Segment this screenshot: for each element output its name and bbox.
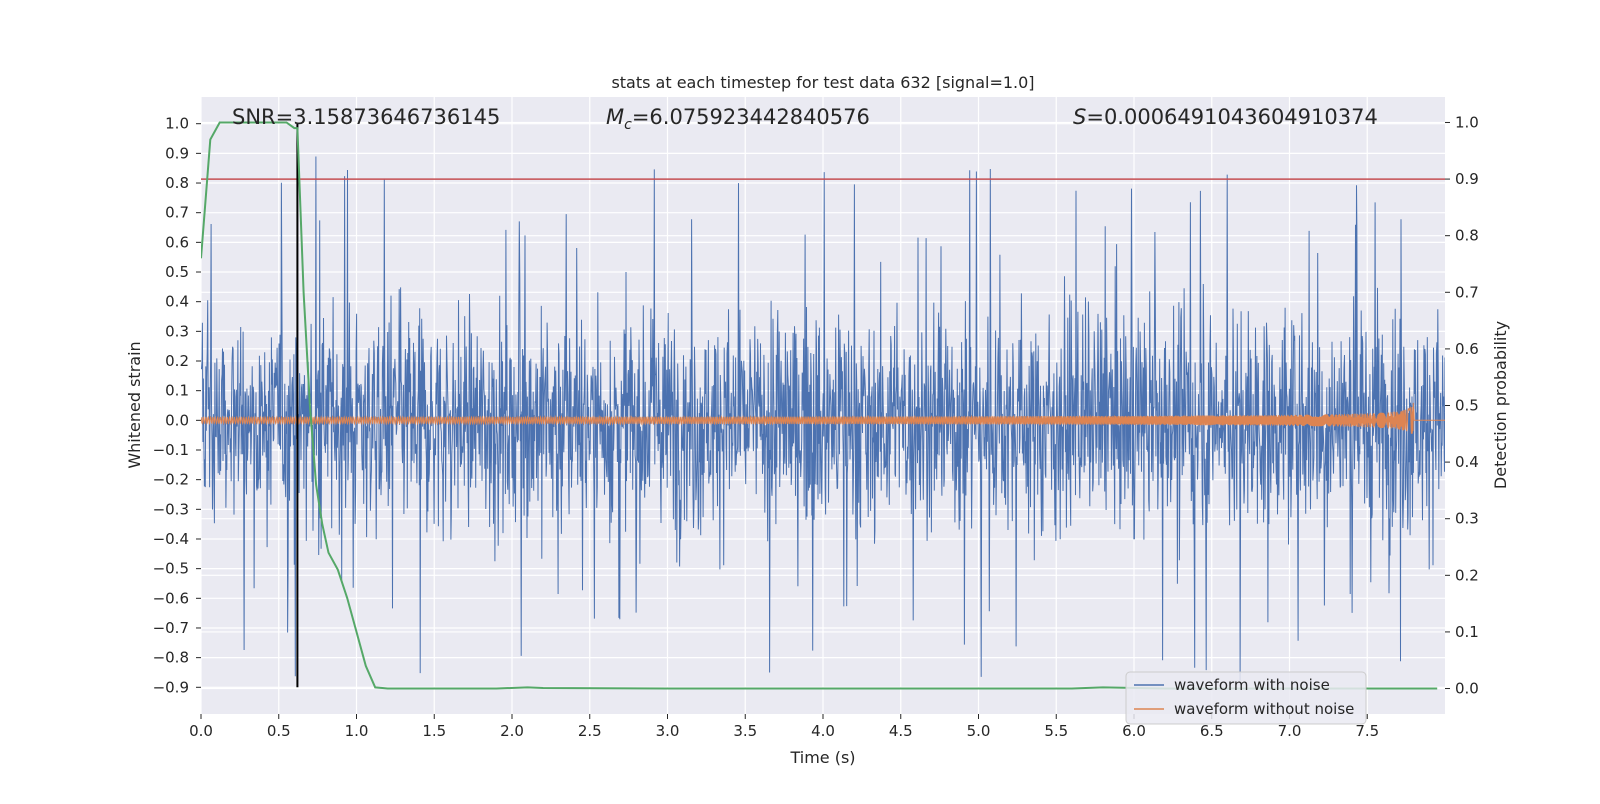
- left-axis-ticks: −0.9 −0.8 −0.7 −0.6 −0.5 −0.4 −0.3 −0.2 −0.1 0.0 0…: [153, 115, 201, 696]
- chirp-mass-annotation: Mc=6.075923442840576: [606, 105, 870, 133]
- left-tick-label: −0.7: [153, 619, 189, 637]
- snr-annotation: SNR=3.15873646736145: [232, 105, 500, 129]
- left-tick-label: 0.0: [165, 411, 189, 429]
- left-tick-label: −0.4: [153, 530, 189, 548]
- right-tick-label: 0.6: [1455, 340, 1479, 358]
- left-tick-label: 0.3: [165, 322, 189, 340]
- right-tick-label: 0.5: [1455, 397, 1479, 415]
- left-tick-label: −0.8: [153, 649, 189, 667]
- left-tick-label: 0.8: [165, 174, 189, 192]
- left-tick-label: 0.1: [165, 382, 189, 400]
- left-tick-label: −0.9: [153, 678, 189, 696]
- left-axis-label: Whitened strain: [125, 341, 144, 468]
- right-tick-label: 0.0: [1455, 680, 1479, 698]
- left-tick-label: 0.7: [165, 204, 189, 222]
- x-tick-label: 0.0: [189, 722, 213, 740]
- right-axis-label: Detection probability: [1491, 321, 1510, 489]
- left-tick-label: −0.5: [153, 560, 189, 578]
- left-tick-label: 0.4: [165, 293, 189, 311]
- noise-waveform-line: [201, 156, 1445, 681]
- s-symbol: S: [1073, 105, 1086, 129]
- x-tick-label: 6.0: [1122, 722, 1146, 740]
- right-tick-label: 0.3: [1455, 510, 1479, 528]
- right-tick-label: 0.1: [1455, 623, 1479, 641]
- legend: waveform with noise waveform without noi…: [1125, 671, 1367, 725]
- chirp-mass-value: =6.075923442840576: [632, 105, 870, 129]
- right-tick-label: 1.0: [1455, 113, 1479, 131]
- left-tick-label: 0.2: [165, 352, 189, 370]
- right-tick-label: 0.9: [1455, 170, 1479, 188]
- x-tick-label: 4.5: [889, 722, 913, 740]
- right-tick-label: 0.7: [1455, 283, 1479, 301]
- x-tick-label: 4.0: [811, 722, 835, 740]
- left-tick-label: 1.0: [165, 115, 189, 133]
- x-tick-label: 7.5: [1355, 722, 1379, 740]
- left-tick-label: 0.9: [165, 144, 189, 162]
- x-tick-label: 6.5: [1200, 722, 1224, 740]
- x-axis-ticks: 0.0 0.5 1.0 1.5 2.0 2.5 3.0 3.5 4.0 4.5 5.0 5.5 6.0 6…: [189, 714, 1379, 740]
- left-tick-label: 0.5: [165, 263, 189, 281]
- x-tick-label: 5.5: [1044, 722, 1068, 740]
- right-tick-label: 0.4: [1455, 453, 1479, 471]
- chirp-mass-symbol: M: [606, 105, 624, 129]
- x-tick-label: 1.5: [422, 722, 446, 740]
- detection-probability-line: [201, 121, 1438, 690]
- right-axis-ticks: 0.0 0.1 0.2 0.3 0.4 0.5 0.6 0.7 0.8 0.9 1.0: [1445, 113, 1479, 698]
- chart-title: stats at each timestep for test data 632…: [611, 73, 1034, 92]
- right-tick-label: 0.8: [1455, 227, 1479, 245]
- right-tick-label: 0.2: [1455, 566, 1479, 584]
- legend-label-signal: waveform without noise: [1174, 700, 1354, 718]
- x-tick-label: 7.0: [1278, 722, 1302, 740]
- legend-label-noise: waveform with noise: [1174, 676, 1330, 694]
- left-tick-label: 0.6: [165, 233, 189, 251]
- left-tick-label: −0.1: [153, 441, 189, 459]
- left-tick-label: −0.6: [153, 589, 189, 607]
- left-tick-label: −0.2: [153, 471, 189, 489]
- x-tick-label: 0.5: [267, 722, 291, 740]
- x-tick-label: 2.5: [578, 722, 602, 740]
- x-tick-label: 3.5: [733, 722, 757, 740]
- x-axis-label: Time (s): [789, 748, 855, 767]
- s-value: =0.0006491043604910374: [1086, 105, 1378, 129]
- left-tick-label: −0.3: [153, 500, 189, 518]
- x-tick-label: 2.0: [500, 722, 524, 740]
- x-tick-label: 3.0: [656, 722, 680, 740]
- chirp-mass-subscript: c: [624, 117, 632, 133]
- signal-waveform-line: [201, 402, 1445, 434]
- legend-box: [1125, 671, 1367, 725]
- s-annotation: S=0.0006491043604910374: [1073, 105, 1378, 129]
- x-tick-label: 5.0: [967, 722, 991, 740]
- x-tick-label: 1.0: [345, 722, 369, 740]
